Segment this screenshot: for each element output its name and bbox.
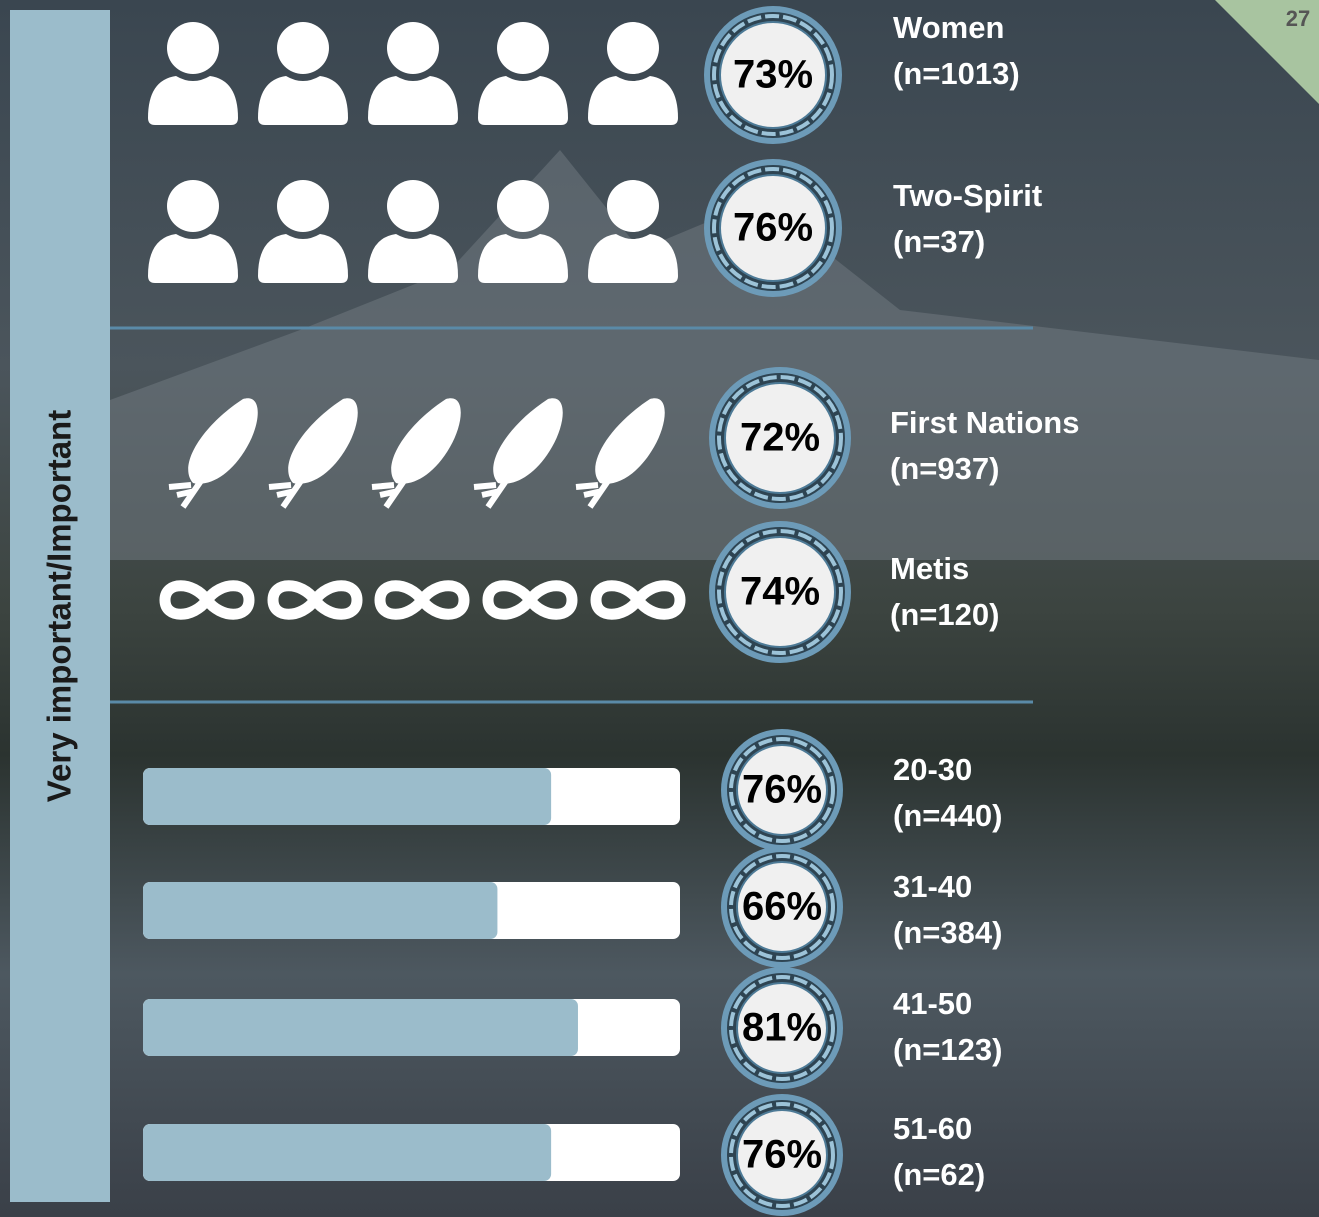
badge-face (736, 744, 828, 836)
badge-face (736, 861, 828, 953)
sample-size: (n=937) (890, 451, 999, 486)
badge-dash (729, 854, 835, 960)
percent-label: 76% (742, 1133, 822, 1177)
sample-size: (n=123) (893, 1032, 1002, 1067)
group-label: 20-30 (893, 752, 972, 787)
sample-size: (n=440) (893, 798, 1002, 833)
bar-fill (143, 999, 578, 1056)
group-label: First Nations (890, 405, 1079, 440)
badge-face (736, 1109, 828, 1201)
group-label: Two-Spirit (893, 178, 1042, 213)
bar-fill (143, 882, 498, 939)
side-bar (10, 10, 110, 1202)
badge-dash (712, 167, 834, 289)
sample-size: (n=1013) (893, 56, 1020, 91)
side-label: Very important/Important (41, 410, 78, 802)
percent-label: 76% (742, 768, 822, 812)
badge-dash (712, 14, 834, 136)
badge-face (719, 174, 827, 282)
percent-label: 72% (740, 416, 820, 460)
page-number: 27 (1286, 6, 1310, 31)
sample-size: (n=62) (893, 1157, 985, 1192)
badge-dash (717, 375, 843, 501)
bar-fill (143, 768, 552, 825)
group-label: 31-40 (893, 869, 972, 904)
bar-fill (143, 1124, 552, 1181)
badge-dash (729, 737, 835, 843)
sample-size: (n=120) (890, 597, 999, 632)
percent-label: 81% (742, 1006, 822, 1050)
group-label: 41-50 (893, 986, 972, 1021)
percent-label: 73% (733, 53, 813, 97)
group-label: Metis (890, 551, 969, 586)
badge-face (736, 982, 828, 1074)
badge-face (724, 382, 836, 494)
percent-label: 76% (733, 206, 813, 250)
badge-dash (729, 1102, 835, 1208)
badge-face (719, 21, 827, 129)
sample-size: (n=384) (893, 915, 1002, 950)
group-label: Women (893, 10, 1004, 45)
sample-size: (n=37) (893, 224, 985, 259)
corner-tab (1215, 0, 1319, 104)
percent-label: 66% (742, 885, 822, 929)
badge-dash (729, 975, 835, 1081)
badge-face (724, 536, 836, 648)
percent-label: 74% (740, 570, 820, 614)
badge-dash (717, 529, 843, 655)
group-label: 51-60 (893, 1111, 972, 1146)
